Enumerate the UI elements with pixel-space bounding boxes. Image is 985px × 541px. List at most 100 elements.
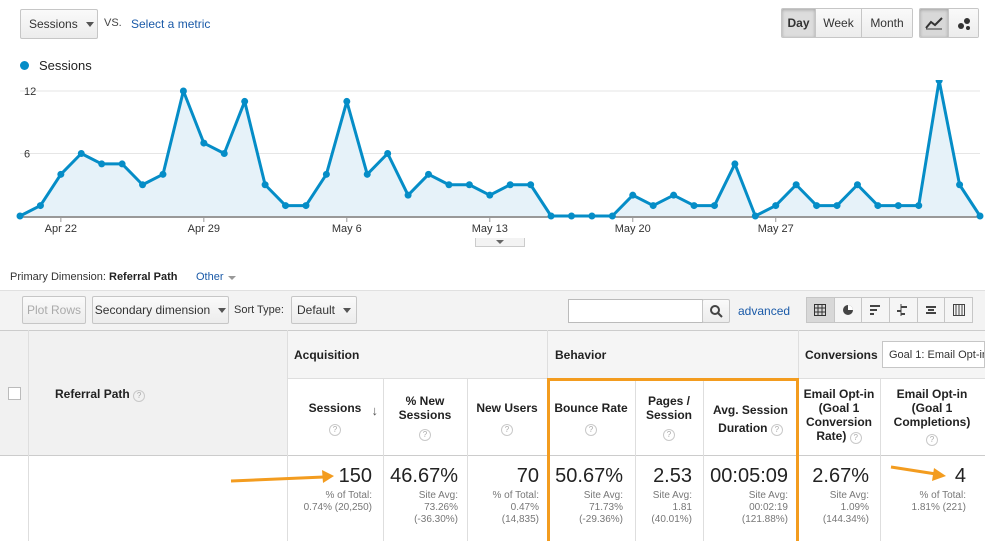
data-point	[895, 202, 902, 209]
x-tick-label: Apr 22	[45, 223, 77, 235]
sort-descending-icon: ↓	[372, 404, 379, 418]
data-point	[854, 181, 861, 188]
data-point	[343, 98, 350, 105]
tab-day[interactable]: Day	[782, 9, 816, 37]
help-icon[interactable]: ?	[419, 429, 431, 441]
chevron-down-icon	[228, 276, 236, 280]
vs-label: VS.	[104, 17, 122, 29]
col-sessions[interactable]: Sessions ↓ ?	[290, 401, 380, 436]
help-icon[interactable]: ?	[133, 390, 145, 402]
total-conversion-sub: Site Avg: 1.09% (144.34%)	[823, 490, 869, 526]
chevron-down-icon	[496, 240, 504, 244]
data-point	[445, 181, 452, 188]
data-point	[17, 213, 24, 220]
data-point	[752, 213, 759, 220]
metric-select[interactable]: Sessions	[20, 9, 98, 39]
total-sessions: 150	[339, 465, 372, 488]
chevron-down-icon	[86, 22, 94, 27]
data-point	[670, 192, 677, 199]
data-point	[915, 202, 922, 209]
other-dimension-link[interactable]: Other	[196, 271, 236, 283]
secondary-dimension-select[interactable]: Secondary dimension	[92, 296, 229, 324]
chevron-down-icon	[218, 308, 226, 313]
x-tick-label: May 20	[615, 223, 651, 235]
data-point	[57, 171, 64, 178]
total-pct-new-sub: Site Avg: 73.26% (-36.30%)	[414, 490, 458, 526]
search-button[interactable]	[702, 299, 730, 323]
data-point	[691, 202, 698, 209]
total-completions: 4	[955, 465, 966, 488]
dimension-header[interactable]: Referral Path ?	[55, 387, 145, 402]
help-icon[interactable]: ?	[926, 434, 938, 446]
data-point	[629, 192, 636, 199]
data-point	[977, 213, 984, 220]
view-toggle	[806, 297, 973, 323]
primary-dimension-value[interactable]: Referral Path	[109, 271, 177, 283]
series-area	[20, 81, 980, 216]
col-pct-new-sessions[interactable]: % New Sessions?	[386, 394, 464, 441]
col-goal-conversion-rate[interactable]: Email Opt-in (Goal 1 Conversion Rate) ?	[800, 387, 878, 444]
bar-view-icon[interactable]	[862, 298, 890, 322]
term-cloud-icon[interactable]	[918, 298, 946, 322]
goal-select[interactable]: Goal 1: Email Opt-in	[882, 341, 985, 368]
period-tabs: Day Week Month	[781, 8, 913, 38]
chart-collapse-handle[interactable]	[475, 238, 525, 247]
total-completions-sub: % of Total: 1.81% (221)	[912, 490, 966, 514]
total-new-users: 70	[517, 465, 539, 488]
sort-type-label: Sort Type:	[234, 304, 284, 316]
y-tick-label: 6	[24, 149, 30, 161]
line-chart-icon[interactable]	[920, 9, 949, 37]
search-icon	[709, 304, 723, 318]
table-search-input[interactable]	[568, 299, 703, 323]
y-tick-label: 12	[24, 86, 36, 98]
data-point	[486, 192, 493, 199]
data-point	[813, 202, 820, 209]
sort-type-select[interactable]: Default	[291, 296, 357, 324]
data-point	[772, 202, 779, 209]
data-point	[936, 80, 943, 84]
data-point	[200, 140, 207, 147]
pie-view-icon[interactable]	[835, 298, 863, 322]
legend-dot	[20, 61, 29, 70]
data-point	[588, 213, 595, 220]
tab-week[interactable]: Week	[816, 9, 862, 37]
plot-rows-button[interactable]: Plot Rows	[22, 296, 86, 324]
data-point	[609, 213, 616, 220]
select-metric-link[interactable]: Select a metric	[131, 17, 210, 31]
x-tick-label: Apr 29	[188, 223, 220, 235]
help-icon[interactable]: ?	[329, 424, 341, 436]
total-pct-new-sessions: 46.67%	[390, 465, 458, 488]
x-tick-label: May 13	[472, 223, 508, 235]
total-sessions-sub: % of Total: 0.74% (20,250)	[304, 490, 372, 514]
data-point	[874, 202, 881, 209]
col-goal-completions[interactable]: Email Opt-in (Goal 1 Completions)?	[883, 387, 981, 446]
data-point	[466, 181, 473, 188]
data-point	[37, 202, 44, 209]
behavior-highlight-box	[547, 378, 799, 541]
data-point	[98, 160, 105, 167]
data-point	[241, 98, 248, 105]
table-view-icon[interactable]	[807, 298, 835, 322]
data-point	[405, 192, 412, 199]
data-point	[731, 160, 738, 167]
data-point	[282, 202, 289, 209]
select-all-checkbox[interactable]	[8, 387, 21, 400]
comparison-view-icon[interactable]	[890, 298, 918, 322]
data-point	[262, 181, 269, 188]
sessions-chart: 12 6 Apr 22 Apr 29 May 6 May 13 May 20 May 27	[0, 80, 985, 250]
help-icon[interactable]: ?	[850, 432, 862, 444]
help-icon[interactable]: ?	[501, 424, 513, 436]
group-acquisition: Acquisition	[294, 348, 359, 362]
group-conversions: Conversions	[805, 348, 878, 362]
data-point	[384, 150, 391, 157]
col-new-users[interactable]: New Users?	[470, 401, 544, 436]
chevron-down-icon	[343, 308, 351, 313]
motion-chart-icon[interactable]	[949, 9, 978, 37]
data-point	[956, 181, 963, 188]
data-point	[302, 202, 309, 209]
x-tick-label: May 6	[332, 223, 362, 235]
data-point	[568, 213, 575, 220]
advanced-link[interactable]: advanced	[738, 304, 790, 318]
pivot-view-icon[interactable]	[945, 298, 972, 322]
tab-month[interactable]: Month	[862, 9, 912, 37]
